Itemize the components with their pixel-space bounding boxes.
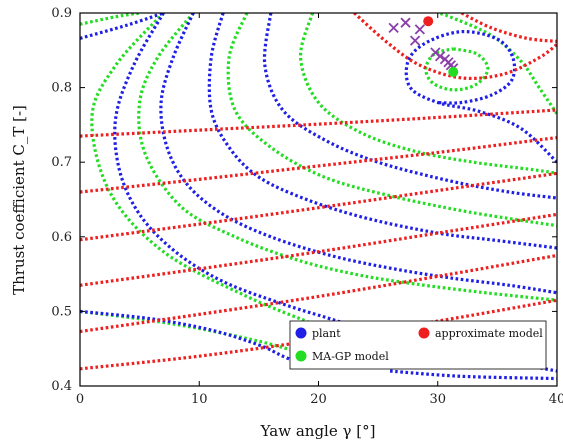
optimum-magp-marker [448, 66, 459, 77]
contour-ma-gp-model-5 [437, 13, 557, 115]
contour-plant-0 [80, 13, 164, 40]
x-tick-label-20: 20 [310, 392, 327, 407]
contour-plant-5 [404, 30, 557, 164]
legend-swatch-approximate [418, 327, 430, 339]
x-tick-label-30: 30 [429, 392, 446, 407]
x-tick-label-0: 0 [76, 392, 84, 407]
iterate-marker-3 [409, 35, 421, 46]
iterate-marker-2 [414, 24, 425, 35]
contour-plant-6 [80, 309, 302, 366]
x-axis-label: Yaw angle γ [°] [260, 422, 376, 440]
y-tick-label-0.4: 0.4 [51, 379, 72, 394]
contour-approximate-model-4 [80, 253, 557, 334]
optimum-approximate-marker [423, 16, 434, 27]
legend-label-magp: MA-GP model [312, 350, 389, 363]
contour-ma-gp-model-6 [424, 47, 490, 92]
legend-swatch-plant [295, 327, 307, 339]
contour-approximate-model-2 [80, 171, 557, 242]
y-axis-label: Thrust coefficient C_T [-] [10, 105, 28, 295]
contour-approximate-model-1 [80, 135, 557, 194]
contour-plant-1 [113, 13, 557, 373]
y-tick-label-0.6: 0.6 [51, 230, 72, 245]
contour-ma-gp-model-2 [137, 13, 557, 302]
legend-box [289, 320, 547, 370]
legend-label-plant: plant [312, 327, 341, 340]
contour-ma-gp-model-4 [299, 13, 557, 175]
y-tick-label-0.8: 0.8 [51, 81, 72, 96]
legend-swatch-magp [295, 350, 307, 362]
contour-ma-gp-model-1 [90, 13, 403, 366]
contour-ma-gp-model-3 [226, 13, 557, 228]
legend: plant approximate model MA-GP model [289, 320, 547, 370]
contour-approximate-model-0 [80, 108, 557, 138]
iterate-marker-5 [434, 51, 446, 62]
contour-plant-2 [159, 13, 557, 295]
y-tick-label-0.7: 0.7 [51, 155, 72, 170]
iterate-marker-0 [388, 22, 399, 34]
y-tick-label-0.5: 0.5 [51, 304, 72, 319]
contour-plant-4 [262, 13, 557, 200]
x-tick-label-10: 10 [191, 392, 208, 407]
contour-approximate-model-6 [353, 13, 557, 81]
contour-ma-gp-model-0 [80, 13, 140, 26]
contour-plant-7 [389, 369, 557, 381]
y-tick-label-0.9: 0.9 [51, 6, 72, 21]
contour-plant-3 [207, 13, 557, 250]
contour-approximate-model-7 [460, 13, 557, 43]
contour-approximate-model-3 [80, 212, 557, 287]
contour-ma-gp-model-7 [80, 309, 296, 353]
x-tick-label-40: 40 [549, 392, 563, 407]
legend-label-approximate: approximate model [435, 327, 543, 340]
iterate-marker-1 [400, 17, 411, 28]
